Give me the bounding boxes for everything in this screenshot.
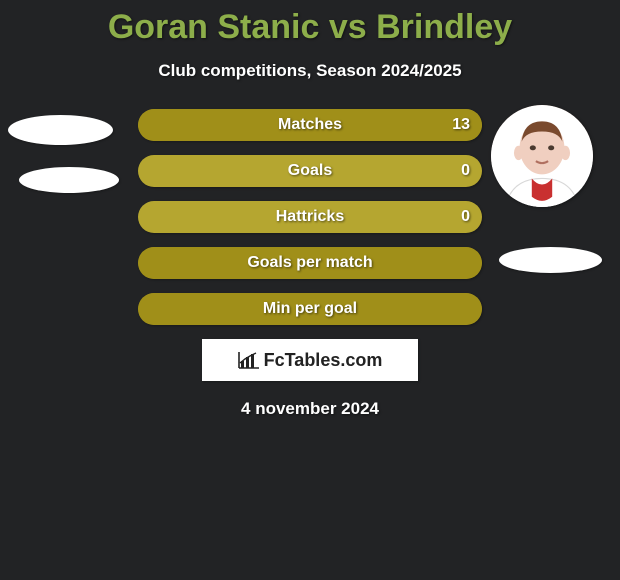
logo-text: FcTables.com (264, 350, 383, 371)
page-title: Goran Stanic vs Brindley (0, 0, 620, 47)
player-avatar-right (491, 105, 593, 207)
stat-row: Hattricks 0 (138, 201, 482, 233)
stats-list: Matches 13 Goals 0 Hattricks 0 Goals per match… (138, 109, 482, 325)
stat-value-right: 13 (452, 116, 470, 134)
club-badge-left-1 (8, 115, 113, 145)
stat-label: Matches (278, 116, 342, 134)
comparison-panel: Matches 13 Goals 0 Hattricks 0 Goals per match… (0, 109, 620, 419)
stat-label: Hattricks (276, 208, 344, 226)
stat-label: Goals (288, 162, 332, 180)
stat-row: Min per goal (138, 293, 482, 325)
stat-label: Min per goal (263, 300, 357, 318)
club-badge-right (499, 247, 602, 273)
stat-row: Matches 13 (138, 109, 482, 141)
club-badge-left-2 (19, 167, 119, 193)
stat-value-right: 0 (461, 208, 470, 226)
stat-row: Goals per match (138, 247, 482, 279)
attribution-logo: FcTables.com (202, 339, 418, 381)
subtitle: Club competitions, Season 2024/2025 (0, 61, 620, 81)
chart-icon (238, 351, 260, 369)
stat-label: Goals per match (247, 254, 372, 272)
stat-row: Goals 0 (138, 155, 482, 187)
date-label: 4 november 2024 (0, 399, 620, 419)
stat-value-right: 0 (461, 162, 470, 180)
